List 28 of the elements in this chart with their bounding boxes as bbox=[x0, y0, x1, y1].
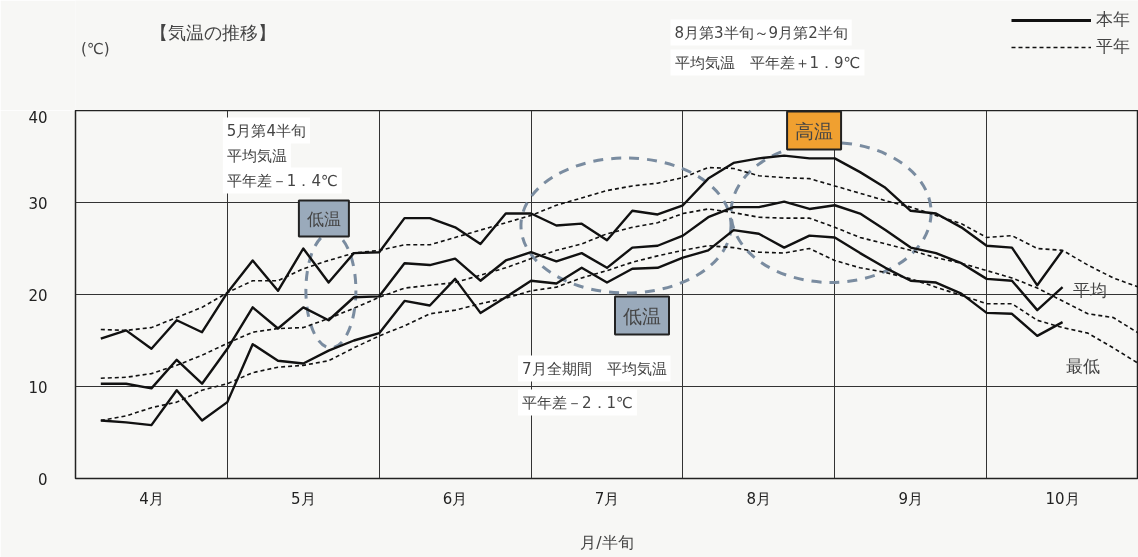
annotation: 平年差－1．4℃ bbox=[226, 171, 338, 190]
x-tick-label: 4月 bbox=[139, 489, 164, 508]
x-tick-label: 7月 bbox=[594, 489, 620, 508]
annotation: 低温 bbox=[306, 208, 341, 229]
annotation: 最低 bbox=[1066, 355, 1101, 376]
x-tick-label: 6月 bbox=[442, 489, 468, 508]
chart-title: 【気温の推移】 bbox=[150, 22, 277, 43]
legend-label: 本年 bbox=[1096, 8, 1130, 31]
text: 平均気温 平年差＋1．9℃ bbox=[674, 53, 861, 72]
annotation: 低温 bbox=[623, 304, 662, 327]
annotation: 平均気温 bbox=[226, 146, 287, 165]
legend-label: 平年 bbox=[1096, 35, 1130, 58]
y-tick-label: 20 bbox=[28, 286, 48, 305]
annotation: 5月第4半旬 bbox=[226, 121, 306, 140]
y-tick-label: 40 bbox=[28, 108, 48, 127]
text: 8月第3半旬～9月第2半旬 bbox=[674, 23, 848, 42]
x-tick-label: 8月 bbox=[746, 489, 772, 508]
y-tick-label: 0 bbox=[37, 470, 48, 489]
annotation: 平年差－2．1℃ bbox=[521, 393, 633, 412]
y-tick-label: 10 bbox=[28, 378, 48, 397]
x-tick-label: 9月 bbox=[898, 489, 923, 508]
x-tick-label: 10月 bbox=[1045, 489, 1080, 508]
y-tick-label: 30 bbox=[28, 194, 48, 213]
annotation: 7月全期間 平均気温 bbox=[521, 359, 667, 378]
annotation: 高温 bbox=[795, 119, 834, 142]
y-axis-title: (℃) bbox=[81, 39, 110, 58]
x-tick-label: 5月 bbox=[291, 489, 316, 508]
x-axis-title: 月/半旬 bbox=[580, 532, 634, 552]
